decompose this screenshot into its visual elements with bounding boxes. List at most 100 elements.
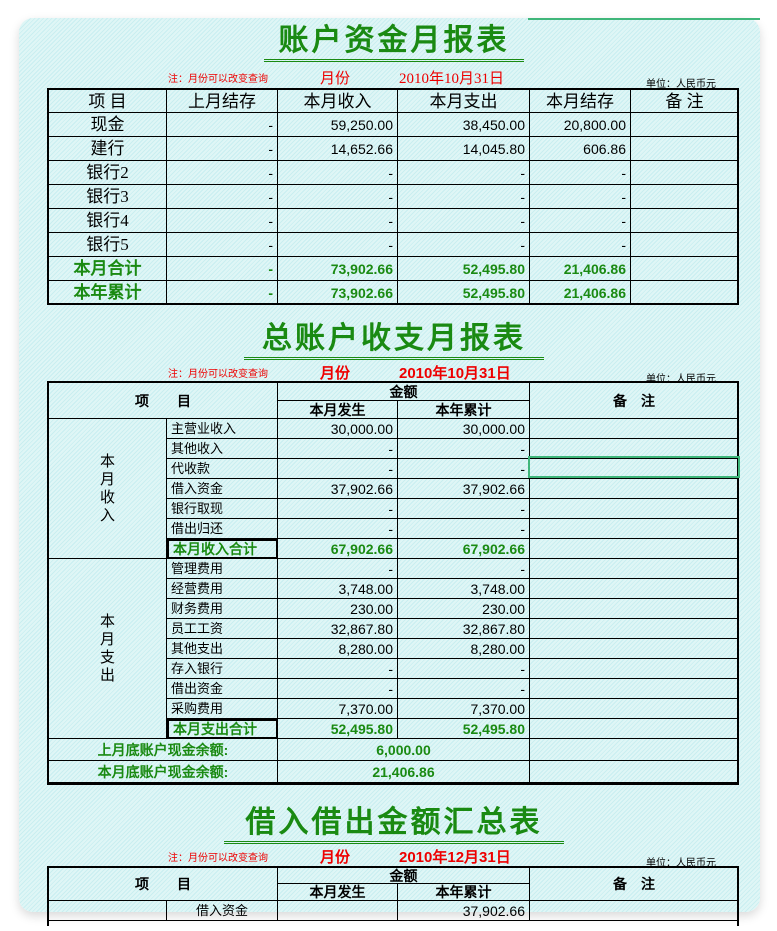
table-cell[interactable]	[631, 233, 739, 257]
report3-date[interactable]: 2010年12月31日	[399, 849, 511, 866]
table-cell[interactable]	[631, 281, 739, 305]
table-cell[interactable]: -	[530, 185, 631, 209]
remark-cell[interactable]	[530, 699, 739, 719]
month-amount[interactable]: 8,280.00	[278, 639, 398, 659]
remark-cell[interactable]	[530, 559, 739, 579]
table-cell[interactable]: 20,800.00	[530, 113, 631, 137]
table-cell[interactable]: -	[398, 209, 530, 233]
remark-cell[interactable]	[530, 679, 739, 699]
table-cell[interactable]: -	[167, 257, 278, 281]
month-amount[interactable]: 230.00	[278, 599, 398, 619]
remark-cell[interactable]	[530, 761, 739, 783]
table-cell[interactable]: -	[398, 233, 530, 257]
month-amount[interactable]: 67,902.66	[278, 539, 398, 559]
table-cell[interactable]: -	[398, 185, 530, 209]
table-cell[interactable]: -	[278, 233, 398, 257]
month-amount[interactable]: 7,370.00	[278, 699, 398, 719]
table-cell[interactable]: -	[530, 209, 631, 233]
table-cell[interactable]: 73,902.66	[278, 281, 398, 305]
remark-cell[interactable]	[530, 739, 739, 761]
last-balance-value[interactable]: 6,000.00	[278, 739, 530, 761]
header-amount: 金额	[278, 868, 530, 884]
year-amount[interactable]: 230.00	[398, 599, 530, 619]
table-cell[interactable]: -	[167, 281, 278, 305]
month-amount[interactable]	[278, 901, 398, 921]
remark-cell[interactable]	[530, 499, 739, 519]
remark-cell[interactable]	[530, 439, 739, 459]
table-cell[interactable]: 21,406.86	[530, 281, 631, 305]
table-cell[interactable]: -	[530, 161, 631, 185]
table-cell[interactable]: -	[167, 185, 278, 209]
table-cell[interactable]: -	[167, 161, 278, 185]
year-amount[interactable]: 30,000.00	[398, 419, 530, 439]
month-amount[interactable]: 37,902.66	[278, 479, 398, 499]
table-cell[interactable]: 21,406.86	[530, 257, 631, 281]
report2-date[interactable]: 2010年10月31日	[399, 365, 511, 382]
table-cell[interactable]: -	[398, 161, 530, 185]
report1-date[interactable]: 2010年10月31日	[399, 71, 505, 87]
table-cell[interactable]: 14,652.66	[278, 137, 398, 161]
table-cell[interactable]: 73,902.66	[278, 257, 398, 281]
year-amount[interactable]: 52,495.80	[398, 719, 530, 739]
remark-cell[interactable]	[530, 639, 739, 659]
month-amount[interactable]: 30,000.00	[278, 419, 398, 439]
table-cell[interactable]	[631, 113, 739, 137]
selected-cell[interactable]	[528, 456, 740, 478]
remark-cell[interactable]	[530, 659, 739, 679]
table-cell[interactable]: -	[278, 209, 398, 233]
table-cell[interactable]: -	[530, 233, 631, 257]
month-amount[interactable]: 3,748.00	[278, 579, 398, 599]
year-amount[interactable]: 7,370.00	[398, 699, 530, 719]
table-cell[interactable]: -	[278, 185, 398, 209]
year-amount[interactable]: 8,280.00	[398, 639, 530, 659]
table-cell[interactable]: 52,495.80	[398, 281, 530, 305]
month-amount[interactable]: -	[278, 519, 398, 539]
table-cell[interactable]: 606.86	[530, 137, 631, 161]
month-amount[interactable]: -	[278, 679, 398, 699]
table-cell[interactable]: -	[167, 233, 278, 257]
year-amount[interactable]: 3,748.00	[398, 579, 530, 599]
year-amount[interactable]: -	[398, 559, 530, 579]
remark-cell[interactable]	[530, 599, 739, 619]
month-amount[interactable]: -	[278, 499, 398, 519]
year-amount[interactable]: -	[398, 679, 530, 699]
table-cell[interactable]: 14,045.80	[398, 137, 530, 161]
table-cell[interactable]: -	[167, 209, 278, 233]
table-cell[interactable]	[631, 185, 739, 209]
remark-cell[interactable]	[530, 901, 739, 921]
table-cell[interactable]: 59,250.00	[278, 113, 398, 137]
month-amount[interactable]: -	[278, 459, 398, 479]
remark-cell[interactable]	[530, 539, 739, 559]
month-amount[interactable]: -	[278, 659, 398, 679]
remark-cell[interactable]	[530, 579, 739, 599]
table-cell[interactable]: 38,450.00	[398, 113, 530, 137]
month-amount[interactable]: -	[278, 439, 398, 459]
remark-cell[interactable]	[530, 519, 739, 539]
remark-cell[interactable]	[530, 419, 739, 439]
table-cell[interactable]	[631, 137, 739, 161]
table-cell[interactable]: -	[167, 113, 278, 137]
year-amount[interactable]: 67,902.66	[398, 539, 530, 559]
year-amount[interactable]: 37,902.66	[398, 479, 530, 499]
remark-cell[interactable]	[530, 719, 739, 739]
month-amount[interactable]: 52,495.80	[278, 719, 398, 739]
remark-cell[interactable]	[530, 479, 739, 499]
year-amount[interactable]: -	[398, 459, 530, 479]
year-amount[interactable]: -	[398, 439, 530, 459]
year-amount[interactable]: -	[398, 519, 530, 539]
remark-cell[interactable]	[530, 619, 739, 639]
month-amount[interactable]: -	[278, 559, 398, 579]
this-balance-value[interactable]: 21,406.86	[278, 761, 530, 783]
year-amount[interactable]: -	[398, 659, 530, 679]
table-cell[interactable]: -	[167, 137, 278, 161]
table-cell[interactable]	[631, 161, 739, 185]
table-cell[interactable]	[631, 209, 739, 233]
year-amount[interactable]: -	[398, 499, 530, 519]
year-amount[interactable]: 37,902.66	[398, 901, 530, 921]
table-cell[interactable]: 52,495.80	[398, 257, 530, 281]
month-amount[interactable]: 32,867.80	[278, 619, 398, 639]
header-remark: 备 注	[530, 383, 739, 419]
table-cell[interactable]: -	[278, 161, 398, 185]
year-amount[interactable]: 32,867.80	[398, 619, 530, 639]
table-cell[interactable]	[631, 257, 739, 281]
